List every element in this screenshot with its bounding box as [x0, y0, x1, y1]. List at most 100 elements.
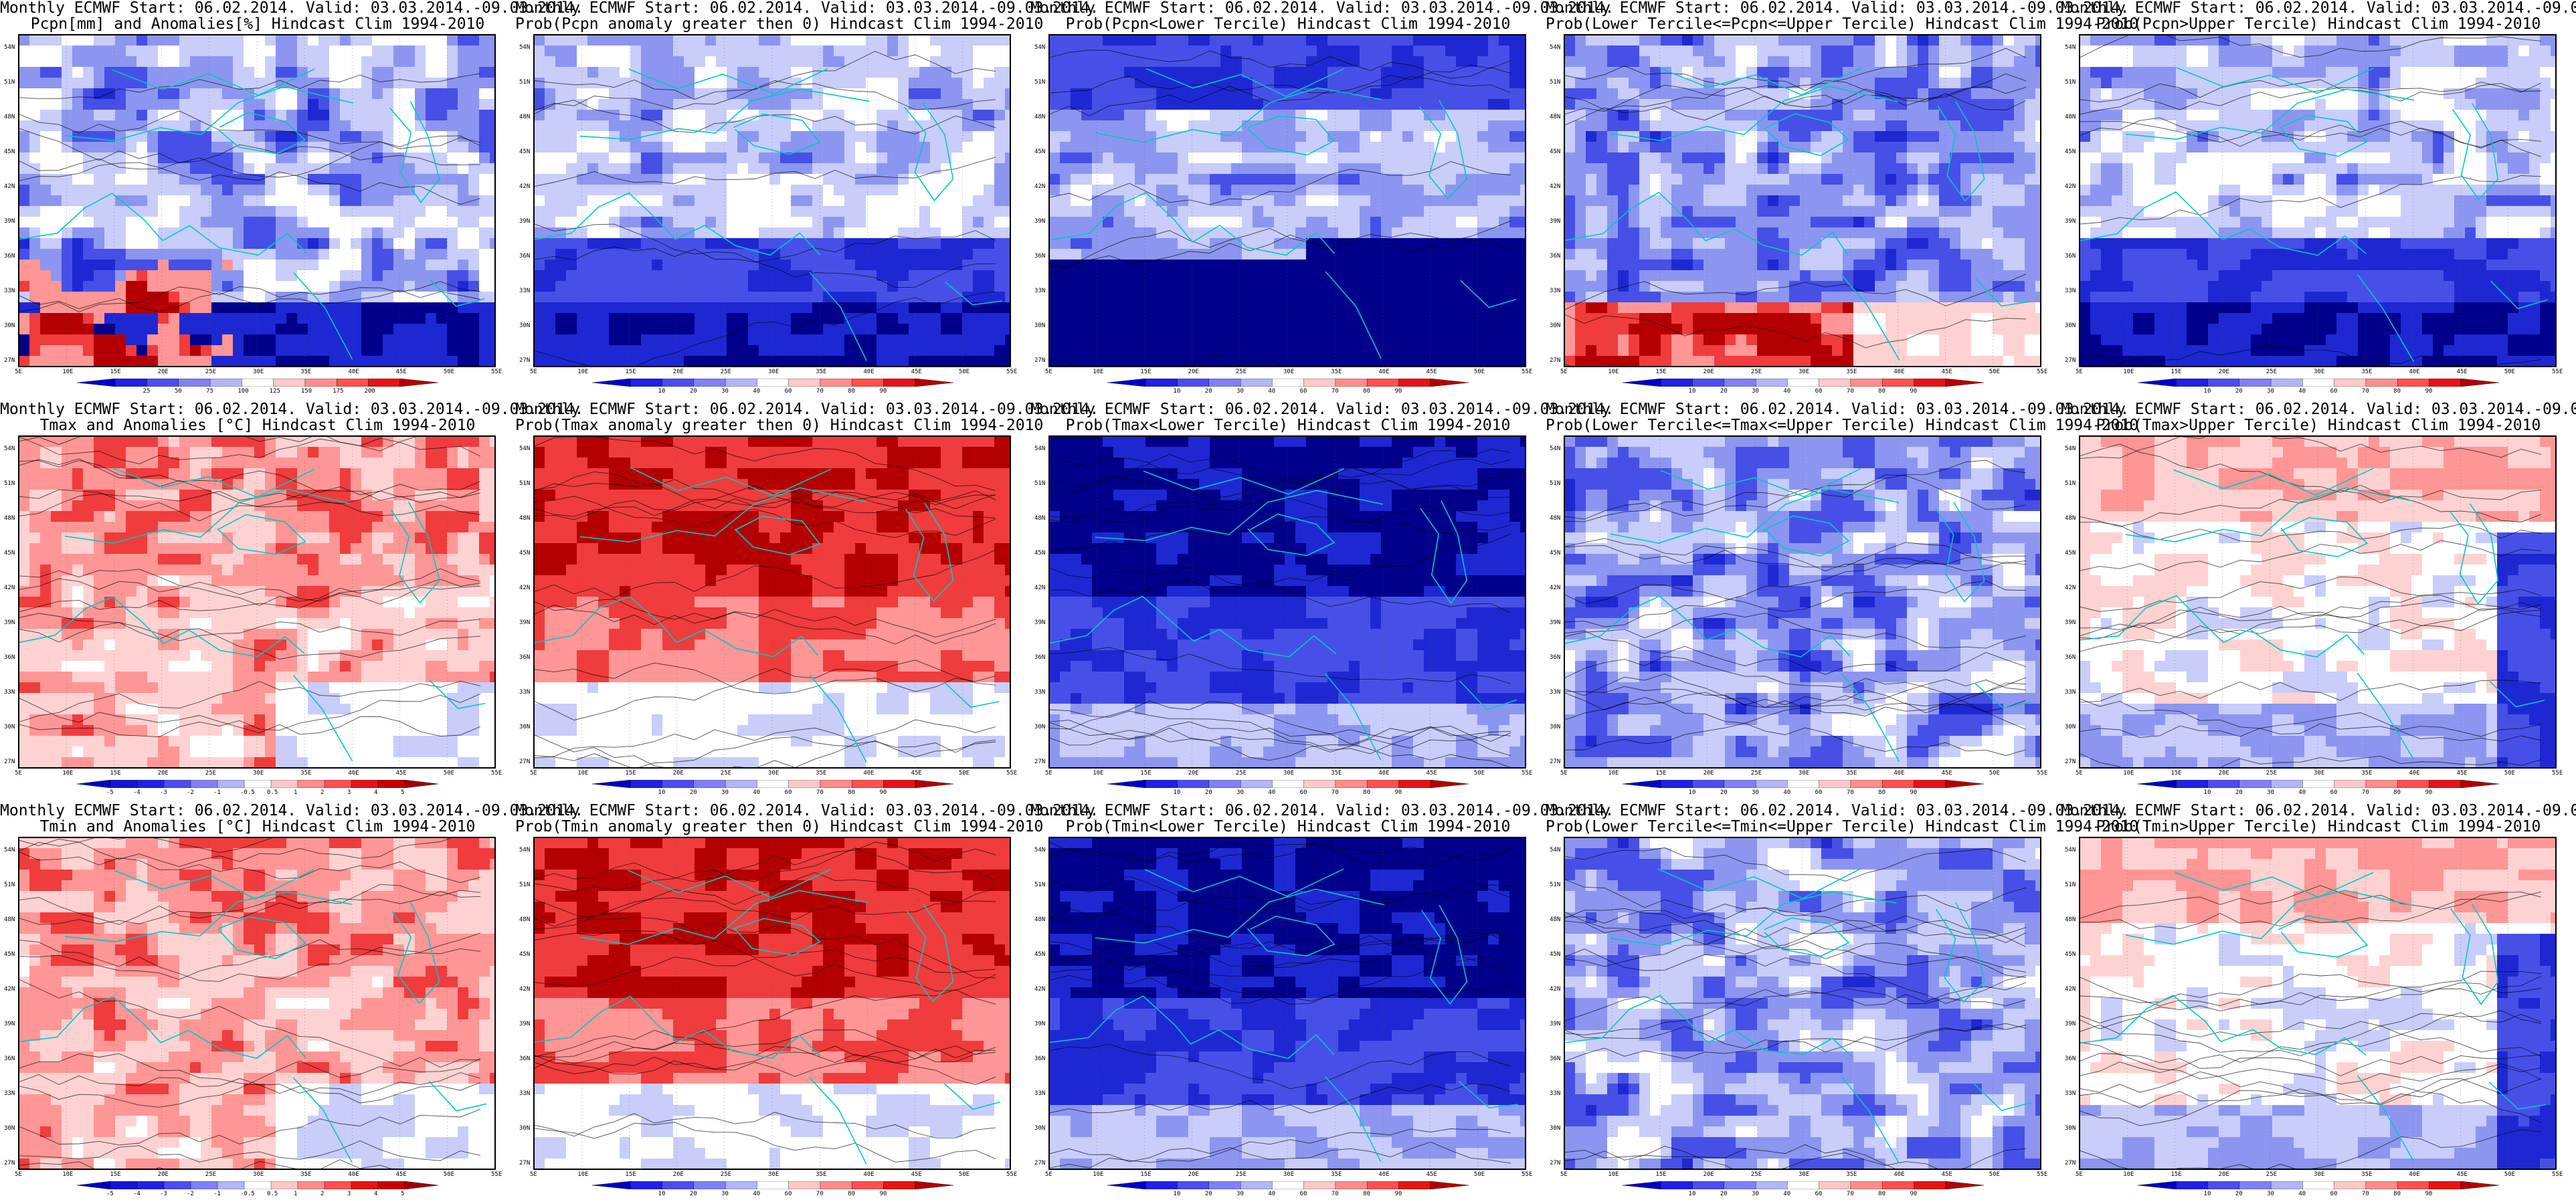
- field-cell: [383, 334, 394, 346]
- field-cell: [919, 78, 931, 89]
- field-cell: [844, 334, 856, 346]
- field-cell: [705, 206, 717, 217]
- field-cell: [62, 174, 73, 185]
- latitude-label: 45N: [519, 148, 530, 155]
- field-cell: [265, 324, 276, 335]
- field-cell: [652, 281, 663, 292]
- field-cell: [759, 99, 770, 110]
- colorbar-swatch: [757, 379, 790, 387]
- field-cell: [468, 142, 480, 153]
- field-cell: [308, 227, 319, 239]
- field-cell: [40, 110, 52, 121]
- field-cell: [479, 195, 490, 207]
- field-cell: [545, 324, 556, 335]
- field-cell: [909, 110, 920, 121]
- field-cell: [1005, 131, 1010, 142]
- field-cell: [62, 78, 73, 89]
- field-cell: [222, 217, 234, 228]
- field-cell: [684, 324, 695, 335]
- field-cell: [19, 67, 30, 78]
- field-cell: [695, 174, 706, 185]
- field-cell: [104, 163, 116, 175]
- field-cell: [855, 110, 866, 121]
- field-cell: [759, 281, 770, 292]
- longitude-label: 20E: [1188, 369, 1199, 375]
- field-cell: [115, 174, 126, 185]
- field-cell: [866, 67, 877, 78]
- field-cell: [962, 131, 974, 142]
- field-cell: [994, 227, 1006, 239]
- field-cell: [40, 78, 52, 89]
- isoline: [19, 128, 481, 178]
- field-cell: [951, 56, 963, 68]
- field-cell: [737, 35, 749, 46]
- field-cell: [866, 345, 877, 357]
- field-cell: [179, 131, 191, 142]
- field-cell: [737, 67, 749, 78]
- field-cell: [769, 249, 781, 260]
- field-cell: [577, 227, 588, 239]
- field-cell: [705, 45, 717, 57]
- field-cell: [716, 292, 727, 303]
- field-cell: [620, 281, 631, 292]
- field-cell: [662, 110, 674, 121]
- field-cell: [834, 110, 845, 121]
- field-cell: [490, 163, 495, 175]
- field-cell: [598, 56, 610, 68]
- field-cell: [534, 313, 545, 324]
- field-cell: [211, 302, 223, 314]
- field-cell: [887, 334, 899, 346]
- field-cell: [566, 238, 577, 249]
- field-cell: [555, 238, 567, 249]
- field-cell: [566, 88, 577, 100]
- field-cell: [136, 163, 148, 175]
- field-cell: [823, 131, 834, 142]
- field-cell: [866, 153, 877, 164]
- field-cell: [179, 324, 191, 335]
- field-cell: [1005, 185, 1010, 196]
- field-cell: [72, 195, 84, 207]
- field-cell: [104, 45, 116, 57]
- field-cell: [834, 99, 845, 110]
- field-cell: [609, 56, 620, 68]
- field-cell: [834, 260, 845, 271]
- field-cell: [436, 302, 448, 314]
- field-cell: [662, 324, 674, 335]
- field-cell: [609, 345, 620, 357]
- field-cell: [823, 35, 834, 46]
- field-cell: [866, 249, 877, 260]
- field-cell: [534, 131, 545, 142]
- field-cell: [436, 260, 448, 271]
- field-cell: [941, 120, 952, 132]
- field-cell: [823, 292, 834, 303]
- field-cell: [126, 56, 137, 68]
- field-cell: [29, 356, 41, 367]
- field-cell: [962, 334, 974, 346]
- field-cell: [877, 313, 888, 324]
- field-cell: [468, 56, 480, 68]
- field-cell: [329, 217, 341, 228]
- field-cell: [372, 110, 383, 121]
- field-cell: [72, 217, 84, 228]
- field-cell: [930, 78, 941, 89]
- field-cell: [40, 270, 52, 282]
- field-cell: [201, 185, 212, 196]
- field-cell: [919, 110, 931, 121]
- field-cell: [609, 249, 620, 260]
- field-cell: [759, 334, 770, 346]
- field-cell: [458, 45, 469, 57]
- field-cell: [984, 217, 995, 228]
- field-cell: [62, 249, 73, 260]
- field-cell: [361, 195, 373, 207]
- field-cell: [29, 206, 41, 217]
- field-cell: [834, 131, 845, 142]
- field-cell: [40, 249, 52, 260]
- field-cell: [609, 163, 620, 175]
- field-cell: [40, 356, 52, 367]
- field-cell: [51, 217, 62, 228]
- field-cell: [866, 217, 877, 228]
- field-cell: [158, 99, 169, 110]
- field-cell: [587, 249, 599, 260]
- field-cell: [233, 227, 244, 239]
- field-cell: [104, 35, 116, 46]
